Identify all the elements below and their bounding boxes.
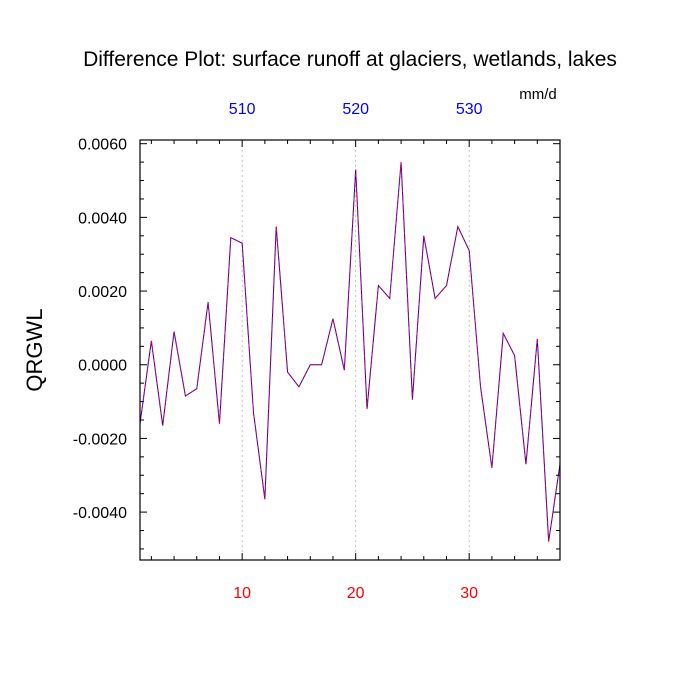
- grid-lines: [241, 140, 470, 560]
- axis-ticks: [140, 140, 561, 560]
- top-tick-label: 520: [342, 101, 369, 118]
- top-tick-label: 510: [229, 101, 256, 118]
- y-tick-labels: -0.0040 -0.0020 0.0000 0.0020 0.0040 0.0060: [73, 137, 127, 522]
- units-label: mm/d: [519, 86, 557, 103]
- y-tick-label: 0.0040: [78, 210, 127, 227]
- top-tick-label: 530: [456, 101, 483, 118]
- bottom-tick-labels: 10 20 30: [233, 585, 478, 602]
- y-tick-label: -0.0040: [73, 505, 127, 522]
- plot-frame: [139, 139, 561, 561]
- bottom-tick-label: 20: [347, 585, 365, 602]
- y-tick-label: -0.0020: [73, 431, 127, 448]
- y-tick-label: 0.0060: [78, 137, 127, 154]
- chart-title: Difference Plot: surface runoff at glaci…: [83, 48, 617, 71]
- y-axis-label: QRGWL: [22, 308, 47, 391]
- bottom-tick-label: 10: [233, 585, 251, 602]
- y-tick-label: 0.0020: [78, 284, 127, 301]
- series-line-1: [140, 162, 560, 542]
- y-tick-label: 0.0000: [78, 358, 127, 375]
- top-tick-labels: 510 520 530: [229, 101, 483, 118]
- bottom-tick-label: 30: [460, 585, 478, 602]
- series-line-2: [140, 162, 560, 542]
- series-lines: [140, 162, 560, 542]
